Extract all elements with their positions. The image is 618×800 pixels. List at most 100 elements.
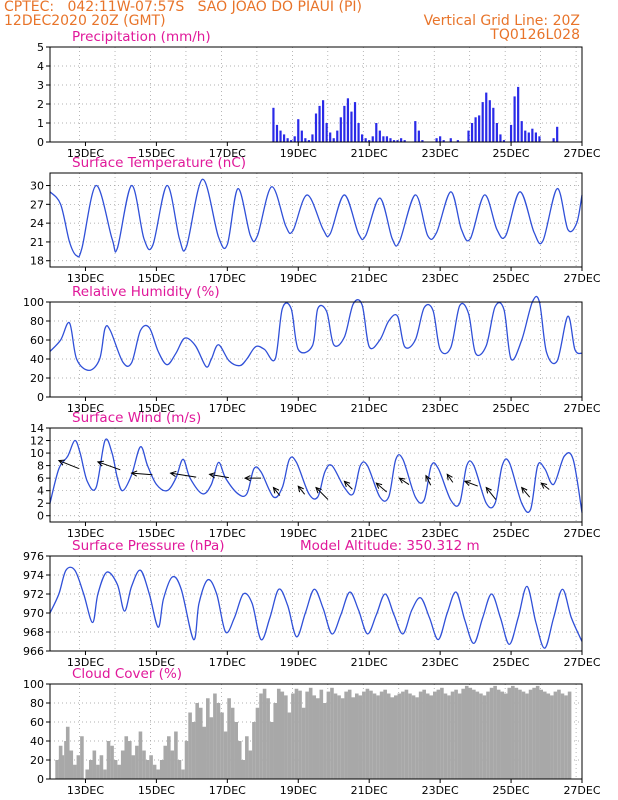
cloud-bar — [198, 707, 203, 779]
wind-wind-arrowhead — [343, 480, 351, 488]
cloud-bar — [564, 695, 568, 779]
rh-series-line — [49, 295, 583, 372]
cloud-bar — [206, 698, 210, 779]
temp-title: Surface Temperature (nC) — [72, 155, 246, 171]
precip-bar — [499, 134, 502, 142]
cloud-bar — [464, 685, 469, 779]
pres-ytick-label: 974 — [23, 569, 44, 582]
temp-ytick-label: 27 — [30, 198, 44, 211]
wind-wind-arrowhead — [463, 480, 471, 486]
wind-xtick-label: 13DEC — [67, 527, 104, 540]
cloud-bar — [461, 688, 465, 779]
cloud-bar — [195, 703, 199, 779]
cloud-bar — [230, 707, 235, 779]
precip-bar — [474, 117, 477, 142]
wind-wind-vector — [375, 482, 388, 493]
cloud-bar — [369, 690, 373, 779]
pres-series-line — [49, 566, 583, 649]
cloud-bar — [227, 698, 231, 779]
cloud-bar — [191, 722, 196, 779]
cloud-bar — [404, 689, 409, 779]
cloud-bar — [468, 687, 473, 779]
precip-xtick-label: 15DEC — [138, 147, 175, 160]
cloud-bar — [294, 688, 299, 779]
cloud-ytick-label: 80 — [30, 697, 44, 710]
cloud-bar — [379, 691, 384, 779]
precip-bar — [297, 119, 300, 142]
cloud-title: Cloud Cover (%) — [72, 666, 182, 682]
precip-ytick-label: 0 — [37, 136, 44, 149]
precip-bar — [279, 130, 282, 142]
precip-bar — [389, 138, 392, 142]
cloud-bar — [128, 741, 132, 779]
temp-xtick-label: 23DEC — [422, 272, 459, 285]
precip-bar — [282, 134, 286, 142]
cloud-bar — [237, 741, 242, 779]
temp-ytick-label: 30 — [30, 180, 44, 193]
wind-wind-vector — [315, 487, 329, 500]
precip-frame — [49, 46, 583, 143]
wind-ytick-label: 0 — [37, 510, 44, 523]
wind-xtick-label: 19DEC — [280, 527, 317, 540]
precip-bar — [485, 92, 488, 142]
cloud-bar — [252, 722, 256, 779]
cloud-bar — [248, 750, 253, 779]
cloud-bar — [99, 755, 104, 779]
precip-bar — [538, 136, 541, 142]
pres-frame — [49, 555, 583, 652]
cloud-bar — [181, 769, 185, 779]
precip-bar — [449, 138, 452, 142]
rh-xtick-label: 27DEC — [563, 402, 600, 415]
precip-bar — [488, 100, 491, 142]
precip-bar — [435, 138, 438, 142]
precip-bar — [321, 100, 325, 142]
cloud-ytick-label: 60 — [30, 716, 44, 729]
precip-bar — [442, 140, 445, 142]
header-code: TQ0126L028 — [490, 27, 580, 43]
rh-xtick-label: 19DEC — [280, 402, 317, 415]
precip-bar — [318, 105, 321, 142]
cloud-bar — [415, 697, 419, 779]
cloud-bar — [330, 687, 334, 779]
cloud-bar — [535, 685, 540, 779]
cloud-bar — [542, 691, 547, 779]
precip-bar — [392, 140, 396, 142]
pres-ytick-label: 972 — [23, 588, 44, 601]
rh-ytick-label: 0 — [37, 391, 44, 404]
cloud-bar — [560, 693, 565, 779]
precip-bar — [524, 130, 527, 142]
precip-bar — [385, 136, 389, 142]
precip-bar — [556, 126, 559, 142]
cloud-ytick-label: 100 — [23, 678, 44, 691]
precip-title: Precipitation (mm/h) — [72, 29, 211, 45]
precip-bar — [346, 98, 350, 142]
precip-bar — [552, 138, 555, 142]
precip-bar — [492, 107, 495, 142]
precip-bar — [414, 121, 417, 142]
precip-ytick-label: 4 — [37, 60, 44, 73]
wind-wind-arrowhead — [169, 470, 177, 477]
rh-xtick-label: 13DEC — [67, 402, 104, 415]
wind-wind-arrowhead — [243, 475, 251, 482]
wind-xtick-label: 17DEC — [209, 527, 246, 540]
temp-xtick-label: 15DEC — [138, 272, 175, 285]
precip-bar — [290, 140, 293, 142]
cloud-xtick-label: 15DEC — [138, 784, 175, 797]
cloud-bar — [553, 691, 558, 779]
cloud-bar — [358, 695, 363, 779]
cloud-bar — [546, 693, 551, 779]
cloud-bar — [259, 693, 263, 779]
cloud-bar — [496, 689, 501, 779]
cloud-bar — [170, 750, 175, 779]
cloud-bar — [507, 687, 512, 779]
cloud-bar — [550, 695, 554, 779]
wind-wind-vector — [273, 487, 281, 496]
cloud-bar — [418, 691, 423, 779]
wind-wind-vector — [58, 460, 80, 470]
rh-ytick-label: 20 — [30, 372, 44, 385]
pres-xtick-label: 23DEC — [422, 656, 459, 669]
cloud-bar — [273, 703, 278, 779]
wind-wind-arrowhead — [272, 486, 280, 494]
precip-bar — [375, 123, 378, 142]
